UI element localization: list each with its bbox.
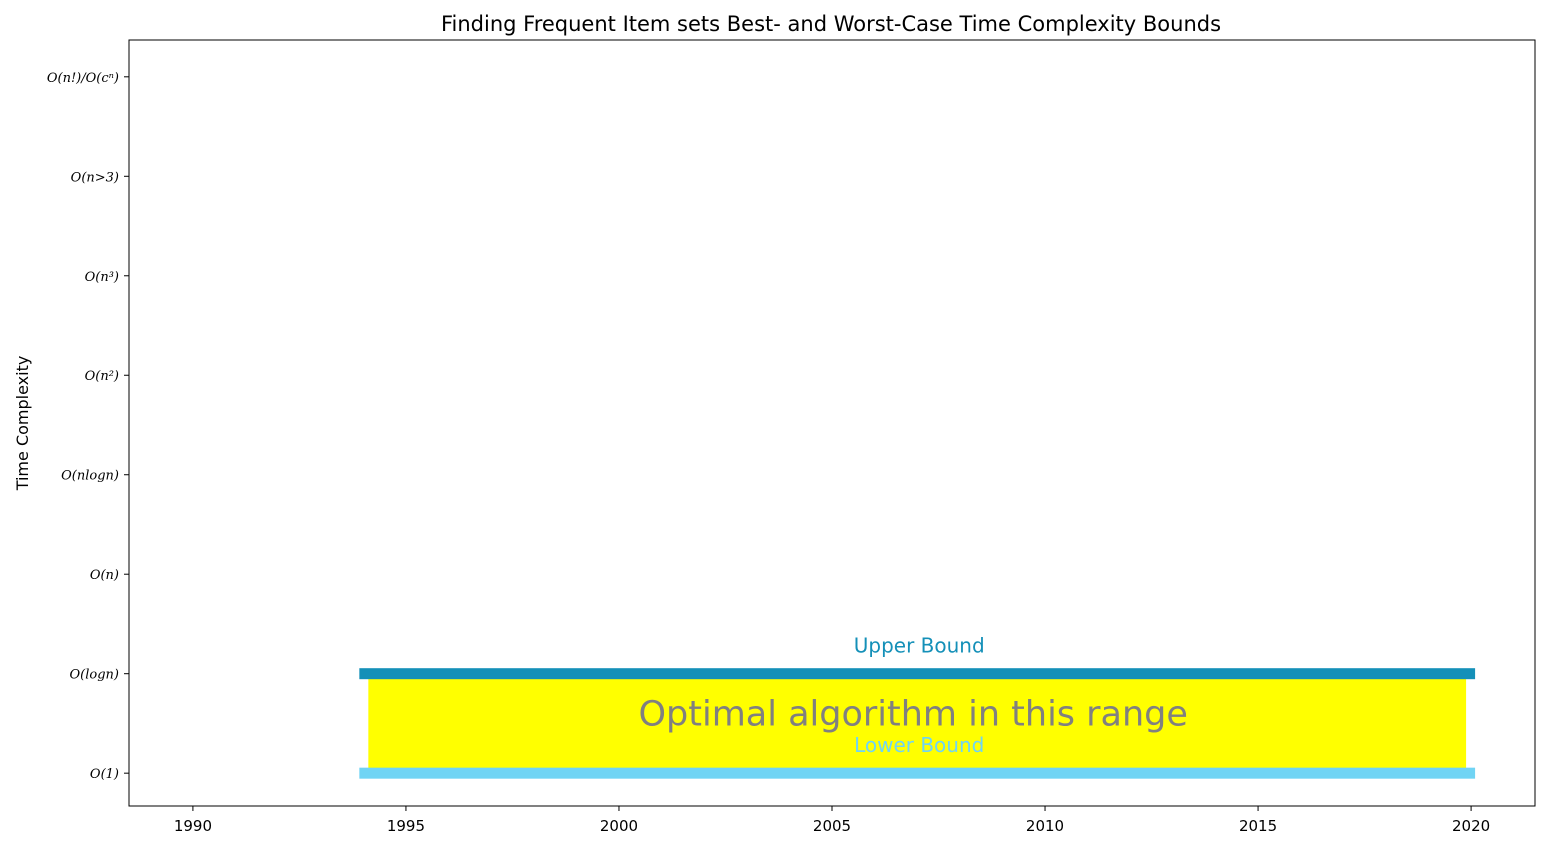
x-tick-label: 2015: [1239, 817, 1277, 835]
optimal-region-label: Optimal algorithm in this range: [638, 694, 1187, 734]
upper-bound-label: Upper Bound: [854, 634, 985, 658]
y-tick-label: O(logn): [70, 668, 119, 683]
y-axis-label: Time Complexity: [13, 356, 32, 492]
lower-bound-bar: [359, 767, 1476, 779]
plot-frame: [128, 39, 1536, 807]
y-tick-label: O(n!)/O(cⁿ): [47, 71, 119, 86]
upper-bound-bar: [359, 668, 1476, 680]
x-tick-label: 1995: [387, 817, 425, 835]
y-tick-label: O(1): [90, 767, 119, 782]
x-tick-label: 2020: [1452, 817, 1490, 835]
x-tick-label: 2010: [1026, 817, 1064, 835]
y-tick-label: O(n>3): [71, 170, 119, 185]
x-axis: 1990 1995 2000 2005 2010 2015 2020: [174, 806, 1490, 835]
chart-title: Finding Frequent Item sets Best- and Wor…: [441, 12, 1221, 36]
y-tick-label: O(n³): [85, 270, 119, 285]
x-tick-label: 2005: [813, 817, 851, 835]
y-axis: O(1) O(logn) O(n) O(nlogn) O(n²) O(n³) O(n>3) O…: [47, 71, 129, 782]
y-tick-label: O(n²): [85, 369, 119, 384]
x-tick-label: 2000: [600, 817, 638, 835]
y-tick-label: O(nlogn): [61, 469, 119, 484]
optimal-region: [368, 673, 1467, 774]
y-tick-label: O(n): [90, 568, 119, 583]
lower-bound-label: Lower Bound: [854, 733, 984, 757]
x-tick-label: 1990: [174, 817, 212, 835]
